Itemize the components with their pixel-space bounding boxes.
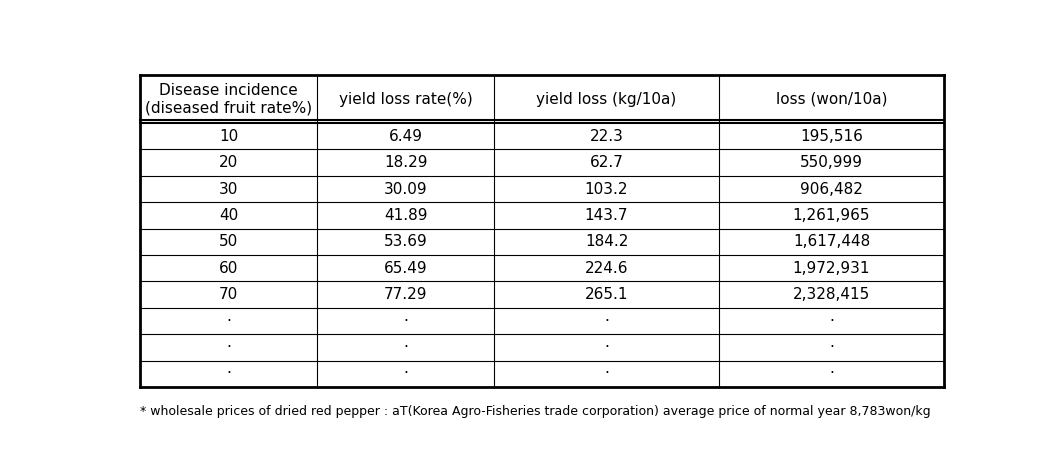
Text: 143.7: 143.7 <box>585 208 628 223</box>
Text: 224.6: 224.6 <box>585 261 628 276</box>
Text: ·: · <box>226 340 232 355</box>
Text: 62.7: 62.7 <box>589 155 623 170</box>
Text: 550,999: 550,999 <box>800 155 863 170</box>
Text: 10: 10 <box>219 129 238 144</box>
Text: 65.49: 65.49 <box>384 261 427 276</box>
Text: ·: · <box>226 314 232 328</box>
Text: loss (won/10a): loss (won/10a) <box>776 92 888 107</box>
Text: 1,261,965: 1,261,965 <box>792 208 871 223</box>
Text: ·: · <box>829 314 834 328</box>
Text: 906,482: 906,482 <box>800 181 863 197</box>
Text: 184.2: 184.2 <box>585 234 628 249</box>
Text: 77.29: 77.29 <box>384 287 427 302</box>
Text: ·: · <box>604 367 609 381</box>
Text: ·: · <box>226 367 232 381</box>
Text: 60: 60 <box>219 261 238 276</box>
Text: 1,617,448: 1,617,448 <box>792 234 870 249</box>
Text: 70: 70 <box>219 287 238 302</box>
Text: ·: · <box>403 367 408 381</box>
Text: ·: · <box>829 367 834 381</box>
Text: 50: 50 <box>219 234 238 249</box>
Text: 53.69: 53.69 <box>384 234 427 249</box>
Text: yield loss rate(%): yield loss rate(%) <box>339 92 473 107</box>
Text: ·: · <box>403 314 408 328</box>
Text: 40: 40 <box>219 208 238 223</box>
Text: ·: · <box>604 314 609 328</box>
Text: 2,328,415: 2,328,415 <box>792 287 870 302</box>
Text: 103.2: 103.2 <box>585 181 628 197</box>
Text: 30: 30 <box>219 181 238 197</box>
Text: 20: 20 <box>219 155 238 170</box>
Text: 265.1: 265.1 <box>585 287 628 302</box>
Text: ·: · <box>829 340 834 355</box>
Text: 41.89: 41.89 <box>384 208 427 223</box>
Text: Disease incidence
(diseased fruit rate%): Disease incidence (diseased fruit rate%) <box>145 83 312 116</box>
Text: ·: · <box>604 340 609 355</box>
Text: * wholesale prices of dried red pepper : aT(Korea Agro-Fisheries trade corporati: * wholesale prices of dried red pepper :… <box>141 406 931 418</box>
Text: 30.09: 30.09 <box>384 181 427 197</box>
Text: 18.29: 18.29 <box>384 155 427 170</box>
Text: 195,516: 195,516 <box>800 129 863 144</box>
Text: 1,972,931: 1,972,931 <box>792 261 871 276</box>
Text: 6.49: 6.49 <box>388 129 422 144</box>
Text: yield loss (kg/10a): yield loss (kg/10a) <box>536 92 677 107</box>
Text: 22.3: 22.3 <box>589 129 623 144</box>
Text: ·: · <box>403 340 408 355</box>
